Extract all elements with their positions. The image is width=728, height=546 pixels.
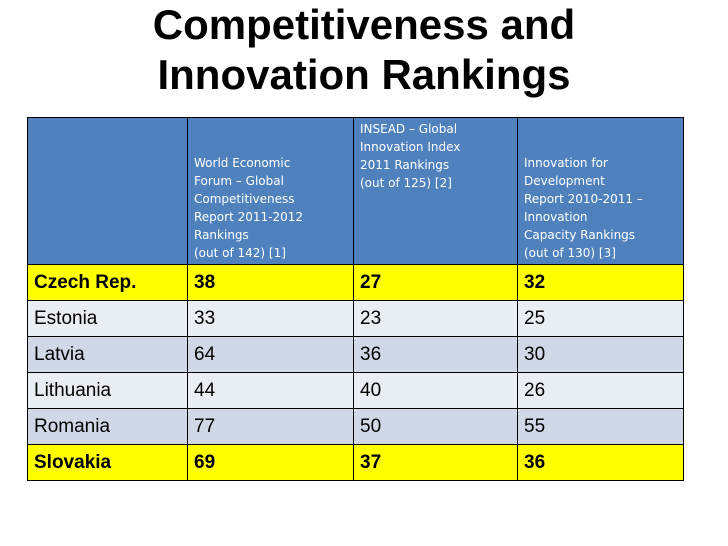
table-row-czech: Czech Rep. 38 27 32 [27, 264, 684, 301]
country-cell: Romania [27, 408, 188, 445]
innovation-rank-cell: 32 [517, 264, 684, 301]
header-cell-wef: World Economic Forum – Global Competitiv… [187, 117, 354, 265]
innovation-rank-cell: 25 [517, 300, 684, 337]
innovation-rank-cell: 30 [517, 336, 684, 373]
header-line: Report 2010-2011 – [524, 192, 643, 206]
header-line: 2011 Rankings [360, 158, 450, 172]
insead-rank-cell: 40 [353, 372, 518, 409]
header-line: Competitiveness [194, 192, 295, 206]
header-cell-innovation: Innovation for Development Report 2010-2… [517, 117, 684, 265]
insead-rank-cell: 36 [353, 336, 518, 373]
header-cell-insead: INSEAD – Global Innovation Index 2011 Ra… [353, 117, 518, 265]
insead-rank-cell: 27 [353, 264, 518, 301]
header-line: Innovation for [524, 156, 608, 170]
rankings-table: World Economic Forum – Global Competitiv… [27, 117, 684, 481]
table-row-latvia: Latvia 64 36 30 [27, 336, 684, 373]
innovation-rank-cell: 26 [517, 372, 684, 409]
country-cell: Estonia [27, 300, 188, 337]
table-row-slovakia: Slovakia 69 37 36 [27, 444, 684, 481]
header-line: INSEAD – Global [360, 122, 458, 136]
header-line: Capacity Rankings [524, 228, 636, 242]
wef-rank-cell: 64 [187, 336, 354, 373]
wef-rank-cell: 77 [187, 408, 354, 445]
header-line: Rankings [194, 228, 249, 242]
title-line-1: Competitiveness and [152, 1, 576, 48]
header-line: (out of 125) [2] [360, 176, 452, 190]
country-cell: Lithuania [27, 372, 188, 409]
header-line: Innovation [524, 210, 588, 224]
header-cell-country [27, 117, 188, 265]
table-row-lithuania: Lithuania 44 40 26 [27, 372, 684, 409]
header-line: Innovation Index [360, 140, 461, 154]
header-line: Forum – Global [194, 174, 284, 188]
insead-rank-cell: 37 [353, 444, 518, 481]
wef-rank-cell: 33 [187, 300, 354, 337]
title-line-2: Innovation Rankings [157, 51, 571, 98]
insead-rank-cell: 23 [353, 300, 518, 337]
wef-rank-cell: 69 [187, 444, 354, 481]
country-cell: Latvia [27, 336, 188, 373]
header-row: World Economic Forum – Global Competitiv… [27, 117, 684, 265]
table-row-romania: Romania 77 50 55 [27, 408, 684, 445]
country-cell: Slovakia [27, 444, 188, 481]
wef-rank-cell: 44 [187, 372, 354, 409]
header-line: (out of 142) [1] [194, 246, 286, 260]
innovation-rank-cell: 55 [517, 408, 684, 445]
innovation-rank-cell: 36 [517, 444, 684, 481]
table-row-estonia: Estonia 33 23 25 [27, 300, 684, 337]
wef-rank-cell: 38 [187, 264, 354, 301]
header-line: Development [524, 174, 605, 188]
slide-title: Competitiveness and Innovation Rankings [0, 0, 728, 100]
header-line: World Economic [194, 156, 291, 170]
insead-rank-cell: 50 [353, 408, 518, 445]
header-line: Report 2011-2012 [194, 210, 304, 224]
country-cell: Czech Rep. [27, 264, 188, 301]
header-line: (out of 130) [3] [524, 246, 616, 260]
